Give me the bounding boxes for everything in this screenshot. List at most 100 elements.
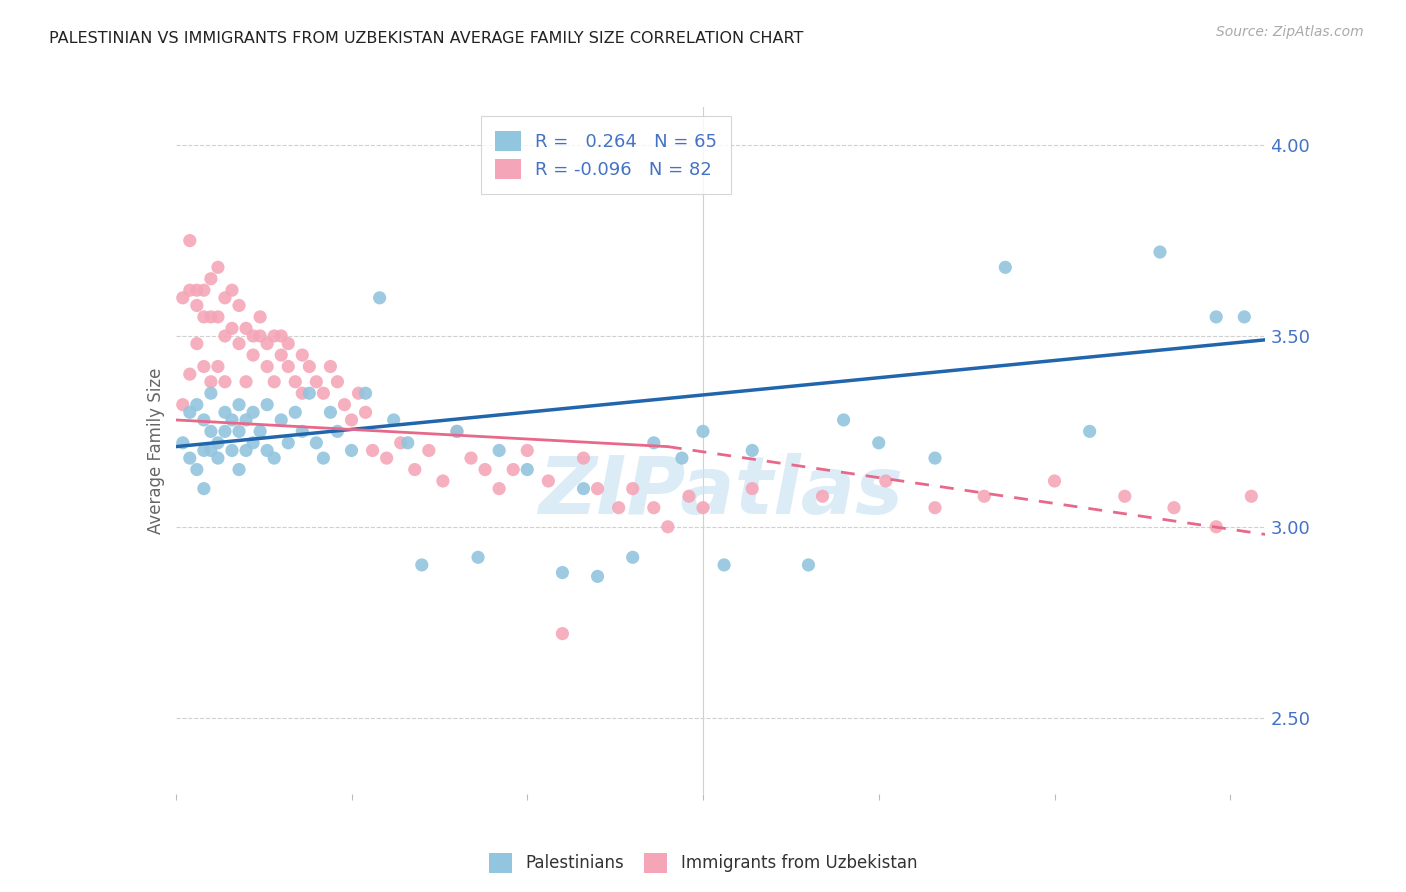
Point bbox=[404, 462, 426, 476]
Point bbox=[551, 626, 574, 640]
Point bbox=[193, 482, 215, 496]
Point bbox=[186, 336, 208, 351]
Point bbox=[228, 398, 250, 412]
Point bbox=[460, 451, 482, 466]
Point bbox=[502, 462, 524, 476]
Point bbox=[643, 500, 665, 515]
Point bbox=[207, 435, 229, 450]
Legend: Palestinians, Immigrants from Uzbekistan: Palestinians, Immigrants from Uzbekistan bbox=[482, 847, 924, 880]
Point bbox=[263, 375, 285, 389]
Point bbox=[924, 451, 946, 466]
Point bbox=[214, 375, 236, 389]
Point bbox=[312, 386, 335, 401]
Point bbox=[875, 474, 897, 488]
Point bbox=[340, 443, 363, 458]
Point bbox=[832, 413, 855, 427]
Point bbox=[235, 413, 257, 427]
Point bbox=[713, 558, 735, 572]
Point bbox=[235, 443, 257, 458]
Point bbox=[432, 474, 454, 488]
Point bbox=[474, 462, 496, 476]
Point bbox=[270, 329, 292, 343]
Point bbox=[284, 405, 307, 419]
Point bbox=[586, 482, 609, 496]
Point bbox=[621, 482, 644, 496]
Point bbox=[692, 425, 714, 439]
Point bbox=[678, 489, 700, 503]
Point bbox=[207, 310, 229, 324]
Point bbox=[242, 435, 264, 450]
Point bbox=[657, 520, 679, 534]
Point bbox=[516, 443, 538, 458]
Point bbox=[186, 298, 208, 312]
Point bbox=[179, 451, 201, 466]
Point bbox=[291, 425, 314, 439]
Point bbox=[354, 386, 377, 401]
Point bbox=[200, 425, 222, 439]
Point bbox=[207, 260, 229, 275]
Point bbox=[221, 443, 243, 458]
Point bbox=[1205, 520, 1227, 534]
Point bbox=[242, 329, 264, 343]
Point bbox=[291, 348, 314, 362]
Point bbox=[375, 451, 398, 466]
Point bbox=[193, 359, 215, 374]
Point bbox=[411, 558, 433, 572]
Point bbox=[179, 405, 201, 419]
Point bbox=[277, 435, 299, 450]
Point bbox=[186, 398, 208, 412]
Point bbox=[994, 260, 1017, 275]
Point bbox=[305, 375, 328, 389]
Point bbox=[396, 435, 419, 450]
Point bbox=[186, 462, 208, 476]
Point bbox=[298, 386, 321, 401]
Point bbox=[249, 329, 271, 343]
Point bbox=[446, 425, 468, 439]
Text: Source: ZipAtlas.com: Source: ZipAtlas.com bbox=[1216, 25, 1364, 39]
Point bbox=[207, 451, 229, 466]
Point bbox=[228, 462, 250, 476]
Point bbox=[347, 386, 370, 401]
Point bbox=[221, 413, 243, 427]
Point bbox=[200, 386, 222, 401]
Point bbox=[446, 425, 468, 439]
Point bbox=[354, 405, 377, 419]
Point bbox=[277, 359, 299, 374]
Point bbox=[361, 443, 384, 458]
Point bbox=[200, 310, 222, 324]
Point bbox=[242, 348, 264, 362]
Point bbox=[389, 435, 412, 450]
Point bbox=[214, 329, 236, 343]
Point bbox=[256, 443, 278, 458]
Point bbox=[382, 413, 405, 427]
Point bbox=[200, 271, 222, 285]
Point bbox=[741, 443, 763, 458]
Point bbox=[207, 359, 229, 374]
Point bbox=[179, 283, 201, 297]
Point bbox=[551, 566, 574, 580]
Text: ZIPatlas: ZIPatlas bbox=[538, 452, 903, 531]
Point bbox=[1205, 310, 1227, 324]
Y-axis label: Average Family Size: Average Family Size bbox=[146, 368, 165, 533]
Point bbox=[193, 413, 215, 427]
Point bbox=[200, 443, 222, 458]
Point bbox=[973, 489, 995, 503]
Point bbox=[1163, 500, 1185, 515]
Point bbox=[235, 375, 257, 389]
Point bbox=[1240, 489, 1263, 503]
Point bbox=[368, 291, 391, 305]
Point bbox=[572, 482, 595, 496]
Point bbox=[326, 375, 349, 389]
Point bbox=[172, 435, 194, 450]
Point bbox=[235, 321, 257, 335]
Point bbox=[249, 425, 271, 439]
Point bbox=[214, 405, 236, 419]
Point bbox=[340, 413, 363, 427]
Point bbox=[1149, 245, 1171, 260]
Point bbox=[1233, 310, 1256, 324]
Point bbox=[924, 500, 946, 515]
Point bbox=[270, 413, 292, 427]
Point bbox=[1078, 425, 1101, 439]
Point bbox=[811, 489, 834, 503]
Point bbox=[516, 462, 538, 476]
